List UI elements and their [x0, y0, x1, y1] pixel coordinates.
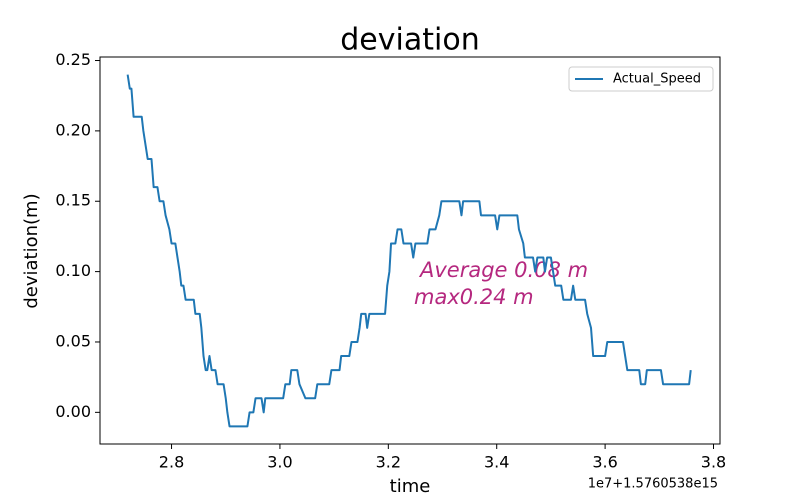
legend-label: Actual_Speed — [613, 72, 701, 87]
y-tick-label: 0.00 — [55, 402, 91, 421]
x-tick-label: 3.6 — [592, 453, 617, 472]
line — [126, 74, 692, 428]
y-tick-label: 0.25 — [55, 50, 91, 69]
annotation: Average 0.08 m — [418, 258, 588, 282]
annotation: max0.24 m — [414, 285, 534, 309]
y-tick-label: 0.20 — [55, 120, 91, 139]
x-tick-label: 3.4 — [484, 453, 509, 472]
y-axis-label: deviation(m) — [21, 193, 42, 308]
y-tick-label: 0.15 — [55, 191, 91, 210]
x-tick-label: 3.0 — [267, 453, 292, 472]
x-tick-label: 3.2 — [376, 453, 401, 472]
y-tick-label: 0.05 — [55, 331, 91, 350]
y-tick-label: 0.10 — [55, 261, 91, 280]
x-axis-label: time — [390, 476, 431, 497]
chart-title: deviation — [340, 23, 479, 58]
x-tick-label: 2.8 — [159, 453, 184, 472]
x-offset-label: 1e7+1.5760538e15 — [588, 477, 718, 492]
plot-frame — [99, 56, 721, 445]
legend-box — [568, 66, 714, 92]
x-tick-label: 3.8 — [701, 453, 726, 472]
